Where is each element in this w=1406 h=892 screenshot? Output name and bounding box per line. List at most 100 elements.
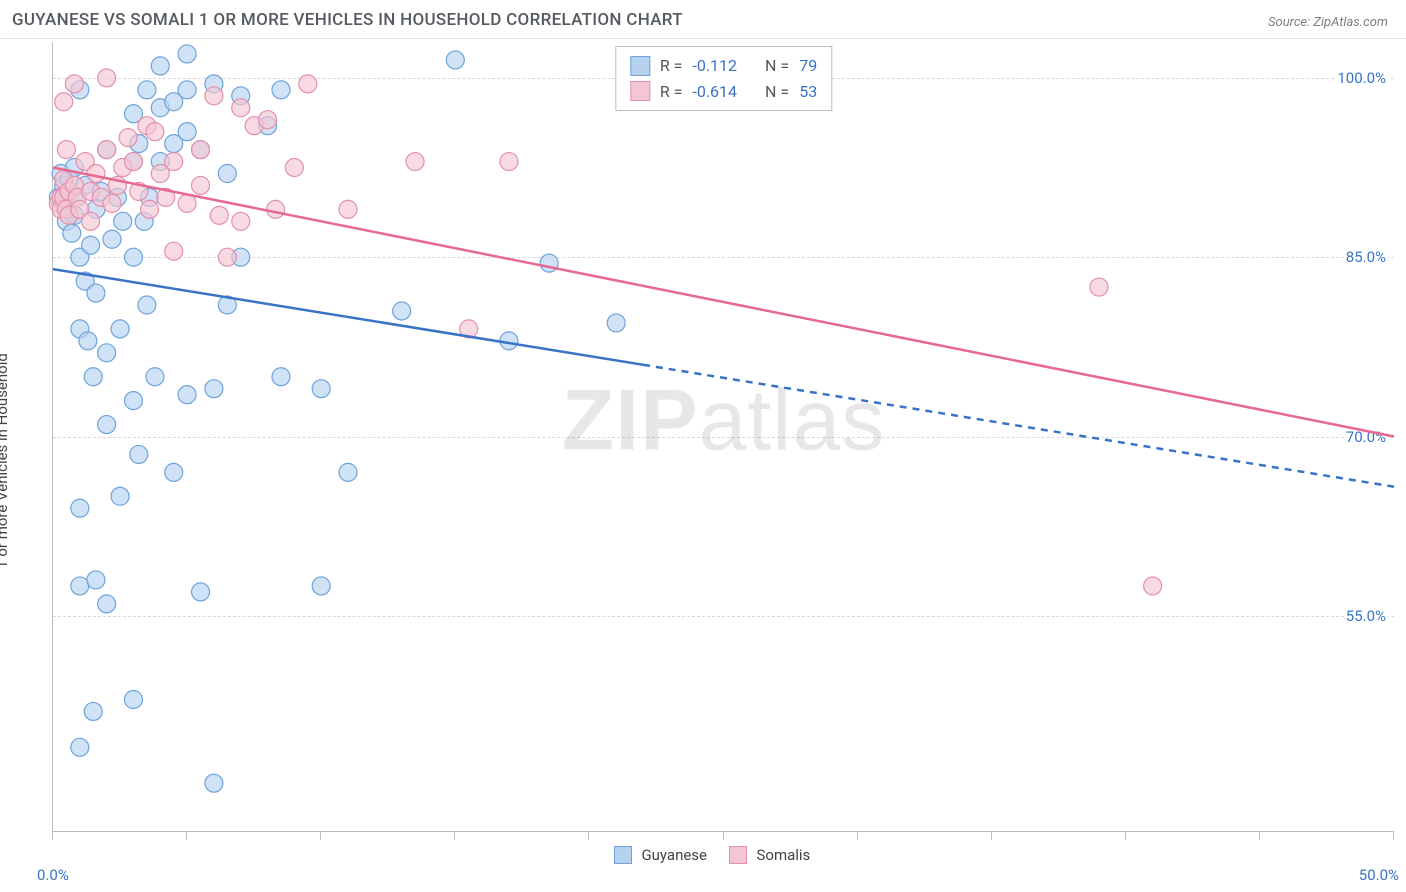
data-point [146,123,164,141]
data-point [63,224,81,242]
data-point [87,284,105,302]
data-point [178,194,196,212]
data-point [103,194,121,212]
data-point [192,141,210,159]
x-ticks [52,832,1394,842]
n-label: N = [765,79,789,105]
data-point [84,702,102,720]
data-point [103,230,121,248]
somalis-r-value: -0.614 [692,79,737,105]
regression-line [643,365,1394,487]
correlation-legend: R = -0.112 N = 79 R = -0.614 N = 53 [615,46,832,111]
somalis-n-value: 53 [799,79,817,105]
data-point [178,123,196,141]
x-max-label: 50.0% [1359,866,1399,884]
x-tick [588,832,589,840]
x-tick [1125,832,1126,840]
x-tick [1259,832,1260,840]
guyanese-n-value: 79 [799,53,817,79]
chart-area: 1 or more Vehicles in Household R = -0.1… [12,42,1394,880]
scatter-svg [53,42,1394,831]
r-label: R = [660,79,683,105]
data-point [71,499,89,517]
data-point [178,45,196,63]
data-point [124,153,142,171]
data-point [55,93,73,111]
chart-title: GUYANESE VS SOMALI 1 OR MORE VEHICLES IN… [12,10,683,30]
data-point [111,320,129,338]
data-point [406,153,424,171]
r-label: R = [660,53,683,79]
data-point [146,368,164,386]
n-label: N = [765,53,789,79]
guyanese-legend-label: Guyanese [641,846,707,864]
data-point [393,302,411,320]
data-point [79,332,97,350]
data-point [138,296,156,314]
data-point [71,738,89,756]
data-point [87,571,105,589]
data-point [267,200,285,218]
data-point [312,380,330,398]
data-point [339,463,357,481]
data-point [119,129,137,147]
data-point [114,212,132,230]
data-point [98,595,116,613]
x-tick [1393,832,1394,840]
x-tick [186,832,187,840]
guyanese-swatch-icon [614,846,632,864]
data-point [98,416,116,434]
plot-region: R = -0.112 N = 79 R = -0.614 N = 53 ZIPa… [52,42,1394,832]
data-point [98,141,116,159]
series-legend: Guyanese Somalis [12,846,1394,864]
data-point [71,577,89,595]
source-credit: Source: ZipAtlas.com [1268,15,1388,30]
data-point [178,81,196,99]
x-tick [991,832,992,840]
data-point [82,212,100,230]
data-point [1144,577,1162,595]
data-point [111,487,129,505]
data-point [1090,278,1108,296]
data-point [205,380,223,398]
guyanese-r-value: -0.112 [692,53,737,79]
y-axis-label: 1 or more Vehicles in Household [0,353,11,569]
regression-line [53,269,643,365]
data-point [192,583,210,601]
somalis-legend-label: Somalis [756,846,810,864]
data-point [165,463,183,481]
data-point [124,691,142,709]
data-point [57,141,75,159]
x-tick [320,832,321,840]
data-point [192,176,210,194]
data-point [218,165,236,183]
data-point [205,87,223,105]
data-point [87,165,105,183]
x-min-label: 0.0% [37,866,69,884]
somalis-swatch-icon [630,81,650,101]
data-point [339,200,357,218]
data-point [285,159,303,177]
data-point [165,242,183,260]
data-point [138,81,156,99]
data-point [165,153,183,171]
data-point [232,99,250,117]
data-point [130,445,148,463]
data-point [84,368,102,386]
data-point [218,248,236,266]
data-point [205,774,223,792]
data-point [98,69,116,87]
data-point [210,206,228,224]
data-point [124,248,142,266]
data-point [141,200,159,218]
x-tick [723,832,724,840]
data-point [259,111,277,129]
data-point [151,57,169,75]
data-point [178,386,196,404]
guyanese-swatch-icon [630,56,650,76]
x-tick [52,832,53,840]
x-tick [857,832,858,840]
data-point [446,51,464,69]
data-point [124,392,142,410]
data-point [272,368,290,386]
